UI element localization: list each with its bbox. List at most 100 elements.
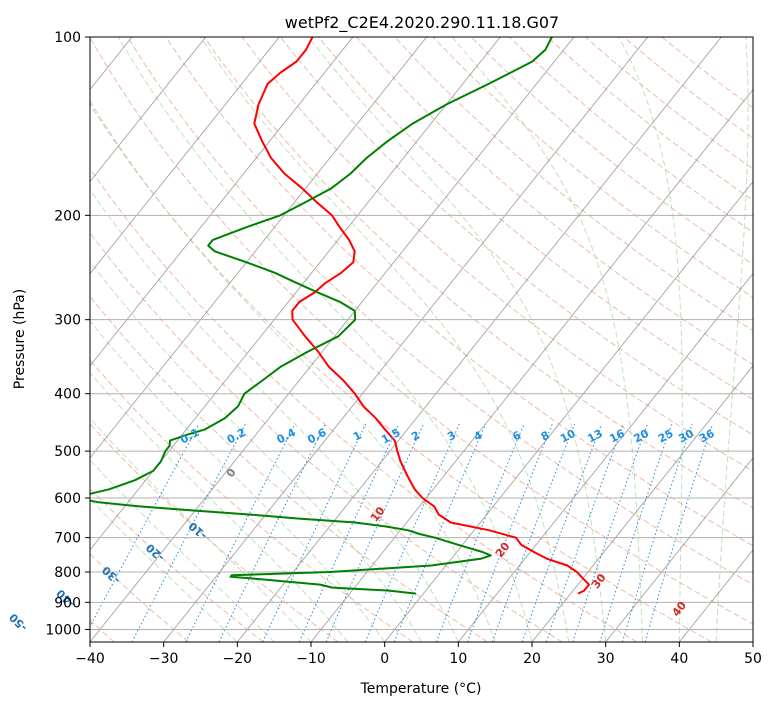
iso-line-labels: -100-90-80-70-60-50-40-30-20-10010203040… (6, 426, 717, 634)
mixing-ratio-line (325, 423, 425, 642)
mixing-ratio-label: 10 (558, 427, 578, 446)
dry-adiabat (394, 37, 753, 332)
x-tick-label: 30 (597, 651, 615, 667)
mixing-ratio-label: 0.4 (275, 426, 299, 447)
mixing-ratio-line (262, 423, 367, 642)
mixing-ratio-line (185, 423, 296, 642)
moist-adiabat-label: 30 (589, 571, 609, 591)
x-tick-label: 0 (380, 651, 389, 667)
dry-adiabat (203, 37, 753, 509)
x-tick-label: 10 (449, 651, 467, 667)
moist-adiabat (90, 260, 422, 642)
dry-adiabat (90, 37, 753, 625)
y-tick-label: 400 (54, 387, 81, 403)
mixing-ratio-label: 30 (676, 427, 696, 446)
isotherm (90, 37, 207, 183)
dry-adiabat-label: -20 (143, 541, 167, 564)
mixing-ratio-line (364, 423, 460, 642)
y-tick-label: 200 (54, 208, 81, 224)
isotherm (678, 549, 753, 642)
isotherm (90, 37, 428, 459)
x-tick-label: 50 (744, 651, 762, 667)
y-tick-label: 500 (54, 444, 81, 460)
isotherm (90, 37, 354, 367)
dewpoint-line (90, 37, 553, 595)
isotherm (0, 37, 58, 642)
moist-adiabat (451, 37, 643, 642)
mixing-ratio-label: 13 (585, 427, 605, 446)
mixing-ratio-label: 0.6 (305, 426, 329, 447)
dry-adiabat (432, 37, 753, 298)
isotherm (752, 641, 753, 642)
dry-adiabat (90, 295, 488, 642)
dry-adiabat-label: -30 (99, 563, 123, 586)
isotherm (236, 37, 722, 642)
dry-adiabat (90, 423, 339, 642)
mixing-ratio-label: 36 (697, 427, 717, 446)
isotherm (90, 37, 280, 275)
moist-adiabat-label: 20 (493, 540, 513, 560)
isotherm (605, 457, 753, 642)
moist-adiabat (90, 188, 459, 642)
dry-adiabat (279, 37, 753, 436)
isotherm (163, 37, 649, 642)
dry-adiabat (470, 37, 753, 266)
y-tick-label: 1000 (45, 622, 81, 638)
isotherm (90, 37, 501, 551)
y-tick-label: 700 (54, 531, 81, 547)
dry-adiabat (356, 37, 753, 366)
mixing-ratio-line (131, 423, 246, 642)
dry-adiabat (90, 167, 638, 642)
isotherm (457, 272, 753, 642)
chart-title: wetPf2_C2E4.2020.290.11.18.G07 (285, 13, 559, 33)
dry-adiabat (90, 553, 190, 642)
y-axis: 100 200 300 400 500 600 700 800 900 1000 (45, 30, 90, 638)
mixing-ratio-label: 1.5 (379, 426, 402, 447)
x-axis-title: Temperature (°C) (360, 681, 482, 697)
mixing-ratio-line (298, 423, 400, 642)
moist-adiabat-label: 10 (368, 504, 388, 524)
mixing-ratio-label: 0.1 (178, 426, 201, 447)
x-tick-label: 20 (523, 651, 541, 667)
y-tick-label: 600 (54, 491, 81, 507)
moist-adiabat (117, 37, 533, 642)
isotherm (310, 88, 753, 642)
dry-adiabat (90, 103, 712, 642)
background-lines (0, 37, 753, 642)
isotherm (384, 180, 753, 642)
mixing-ratio-line (521, 423, 603, 642)
mixing-ratio-line (467, 423, 553, 642)
x-tick-label: −20 (223, 651, 253, 667)
moist-adiabat (90, 498, 238, 642)
mixing-ratio-label: 16 (607, 427, 627, 446)
moist-adiabat (90, 371, 349, 642)
y-tick-label: 100 (54, 30, 81, 46)
plot-frame (89, 36, 754, 643)
dry-adiabat (318, 37, 753, 401)
y-tick-label: 300 (54, 313, 81, 329)
mixing-ratio-label: 6 (510, 428, 523, 443)
x-tick-label: −30 (149, 651, 179, 667)
moist-adiabat (308, 37, 607, 642)
dry-adiabat (90, 487, 264, 642)
isotherm (531, 365, 753, 642)
mixing-ratio-label: 20 (631, 427, 651, 446)
mixing-ratio-line (435, 423, 525, 642)
y-axis-title: Pressure (hPa) (12, 289, 28, 389)
x-tick-label: −10 (296, 651, 326, 667)
x-tick-label: −40 (75, 651, 105, 667)
x-tick-label: 40 (670, 651, 688, 667)
mixing-ratio-line (599, 423, 673, 642)
dry-adiabat (547, 37, 753, 201)
y-tick-label: 800 (54, 565, 81, 581)
dry-adiabat (508, 37, 753, 233)
mixing-ratio-label: 25 (656, 427, 676, 446)
mixing-ratio-line (491, 423, 576, 642)
sounding-series (90, 37, 590, 595)
moist-adiabat (90, 320, 386, 642)
mixing-ratio-line (393, 423, 487, 642)
temperature-line (253, 37, 590, 595)
moist-adiabat (715, 37, 749, 642)
y-tick-label: 900 (54, 595, 81, 611)
